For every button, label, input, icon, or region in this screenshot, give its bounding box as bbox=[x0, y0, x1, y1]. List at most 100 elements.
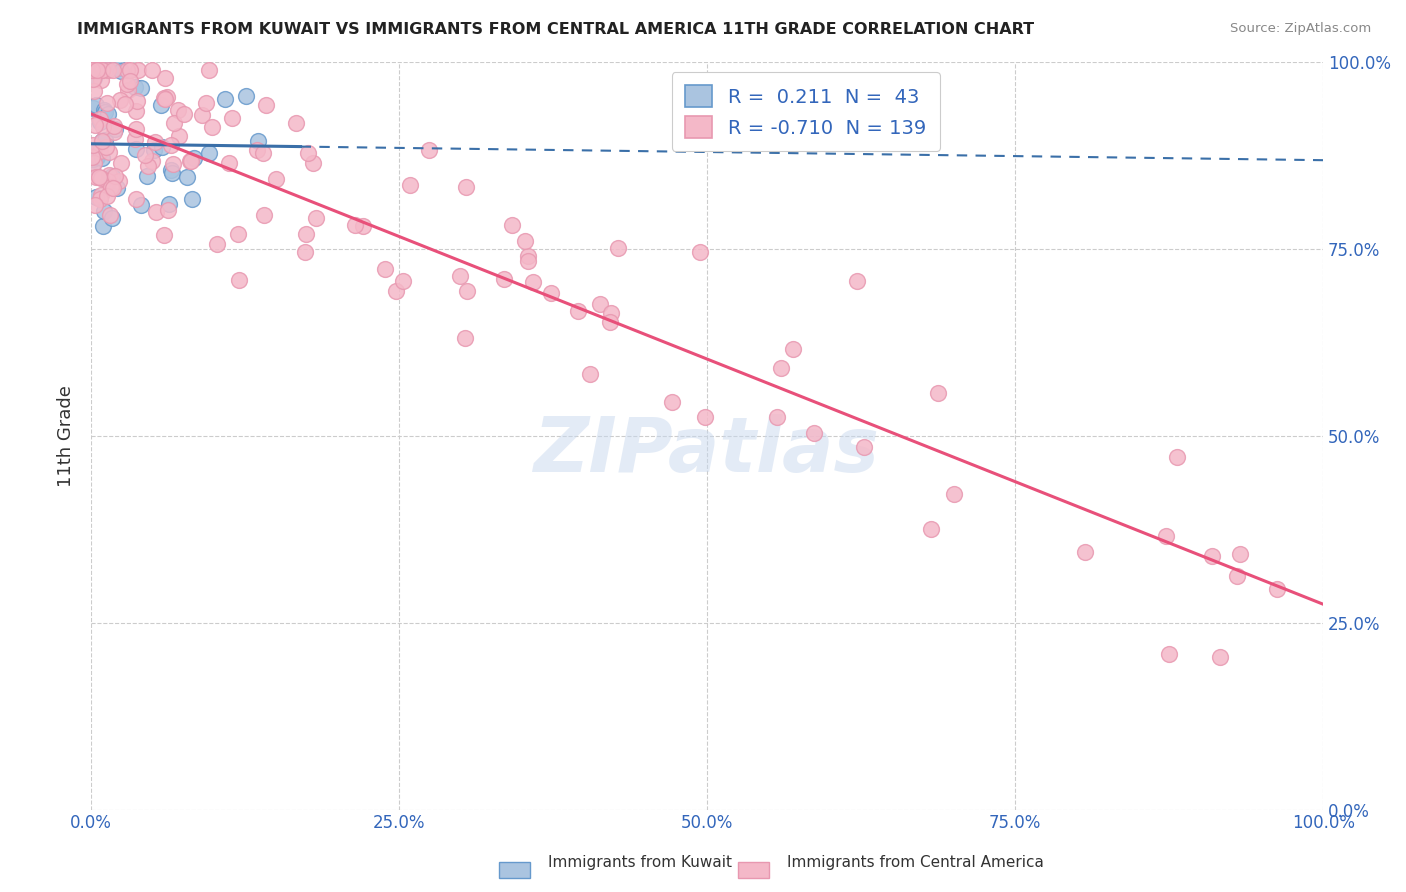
Point bbox=[1229, 547, 1251, 561]
Y-axis label: 11th Grade: 11th Grade bbox=[58, 385, 75, 487]
Point bbox=[1267, 582, 1289, 596]
Point bbox=[118, 74, 141, 88]
Point bbox=[93, 204, 115, 219]
Point bbox=[86, 62, 108, 77]
Point bbox=[104, 169, 127, 184]
Point bbox=[599, 315, 621, 329]
Point bbox=[86, 62, 108, 77]
Point bbox=[803, 426, 825, 441]
Point bbox=[385, 284, 408, 298]
Point bbox=[456, 180, 478, 194]
Point bbox=[83, 70, 105, 85]
Point bbox=[853, 440, 876, 454]
Point bbox=[153, 91, 176, 105]
Legend: R =  0.211  N =  43, R = -0.710  N = 139: R = 0.211 N = 43, R = -0.710 N = 139 bbox=[672, 72, 939, 152]
Point bbox=[522, 275, 544, 289]
Point bbox=[89, 144, 111, 158]
Point bbox=[91, 120, 114, 134]
Point bbox=[141, 62, 163, 77]
Point bbox=[927, 386, 949, 401]
Point bbox=[101, 62, 124, 77]
Point bbox=[173, 107, 195, 121]
Point bbox=[163, 115, 186, 129]
Point bbox=[176, 170, 198, 185]
Point bbox=[94, 62, 117, 77]
Point bbox=[449, 268, 471, 283]
Point bbox=[125, 104, 148, 119]
Point bbox=[84, 119, 107, 133]
Point bbox=[110, 64, 132, 78]
Point bbox=[127, 62, 149, 77]
Point bbox=[135, 169, 157, 183]
Point bbox=[221, 112, 243, 126]
Point bbox=[131, 198, 153, 212]
Point bbox=[235, 88, 257, 103]
Point bbox=[108, 93, 131, 107]
Point bbox=[82, 152, 104, 166]
Point bbox=[297, 146, 319, 161]
Point bbox=[157, 202, 180, 217]
Point bbox=[226, 227, 249, 242]
Point bbox=[567, 304, 589, 318]
Point bbox=[162, 156, 184, 170]
Point bbox=[247, 134, 270, 148]
Point bbox=[104, 122, 127, 136]
Point bbox=[82, 137, 104, 152]
Point bbox=[124, 80, 146, 95]
Point bbox=[501, 219, 523, 233]
Point bbox=[513, 234, 536, 248]
Point bbox=[456, 284, 478, 298]
Point bbox=[136, 159, 159, 173]
Text: Immigrants from Kuwait: Immigrants from Kuwait bbox=[548, 855, 733, 870]
Point bbox=[114, 96, 136, 111]
Point bbox=[93, 103, 115, 117]
Point bbox=[253, 208, 276, 222]
Point bbox=[94, 105, 117, 120]
Point bbox=[124, 142, 146, 156]
Point bbox=[97, 107, 120, 121]
Text: ZIPatlas: ZIPatlas bbox=[534, 414, 880, 488]
Point bbox=[693, 410, 716, 425]
Point bbox=[920, 522, 942, 536]
Point bbox=[89, 115, 111, 129]
Point bbox=[83, 84, 105, 98]
Point bbox=[160, 137, 183, 152]
Point bbox=[352, 219, 374, 234]
Point bbox=[689, 244, 711, 259]
Point bbox=[305, 211, 328, 225]
Point bbox=[374, 261, 396, 276]
Point bbox=[101, 169, 124, 183]
Point bbox=[198, 145, 221, 160]
Point bbox=[246, 144, 269, 158]
Point bbox=[294, 245, 316, 260]
Point bbox=[180, 192, 202, 206]
Point bbox=[108, 174, 131, 188]
Point bbox=[125, 192, 148, 206]
Point bbox=[214, 92, 236, 106]
Point bbox=[454, 331, 477, 345]
Point bbox=[180, 153, 202, 168]
Point bbox=[82, 150, 104, 164]
Point bbox=[97, 62, 120, 77]
Point bbox=[516, 254, 538, 268]
Point bbox=[91, 134, 114, 148]
Point bbox=[198, 62, 221, 77]
Point bbox=[145, 135, 167, 149]
Point bbox=[392, 274, 415, 288]
Point bbox=[252, 145, 274, 160]
Point bbox=[127, 95, 149, 109]
Point bbox=[86, 150, 108, 164]
Point bbox=[194, 96, 217, 111]
Point bbox=[661, 395, 683, 409]
Point bbox=[120, 62, 142, 77]
Point bbox=[943, 487, 966, 501]
Point bbox=[156, 89, 179, 103]
Point bbox=[179, 153, 201, 168]
Point bbox=[84, 198, 107, 212]
Point bbox=[295, 227, 318, 241]
Point bbox=[540, 285, 562, 300]
Point bbox=[82, 159, 104, 173]
Point bbox=[589, 297, 612, 311]
Point bbox=[1201, 549, 1223, 563]
Point bbox=[90, 170, 112, 185]
